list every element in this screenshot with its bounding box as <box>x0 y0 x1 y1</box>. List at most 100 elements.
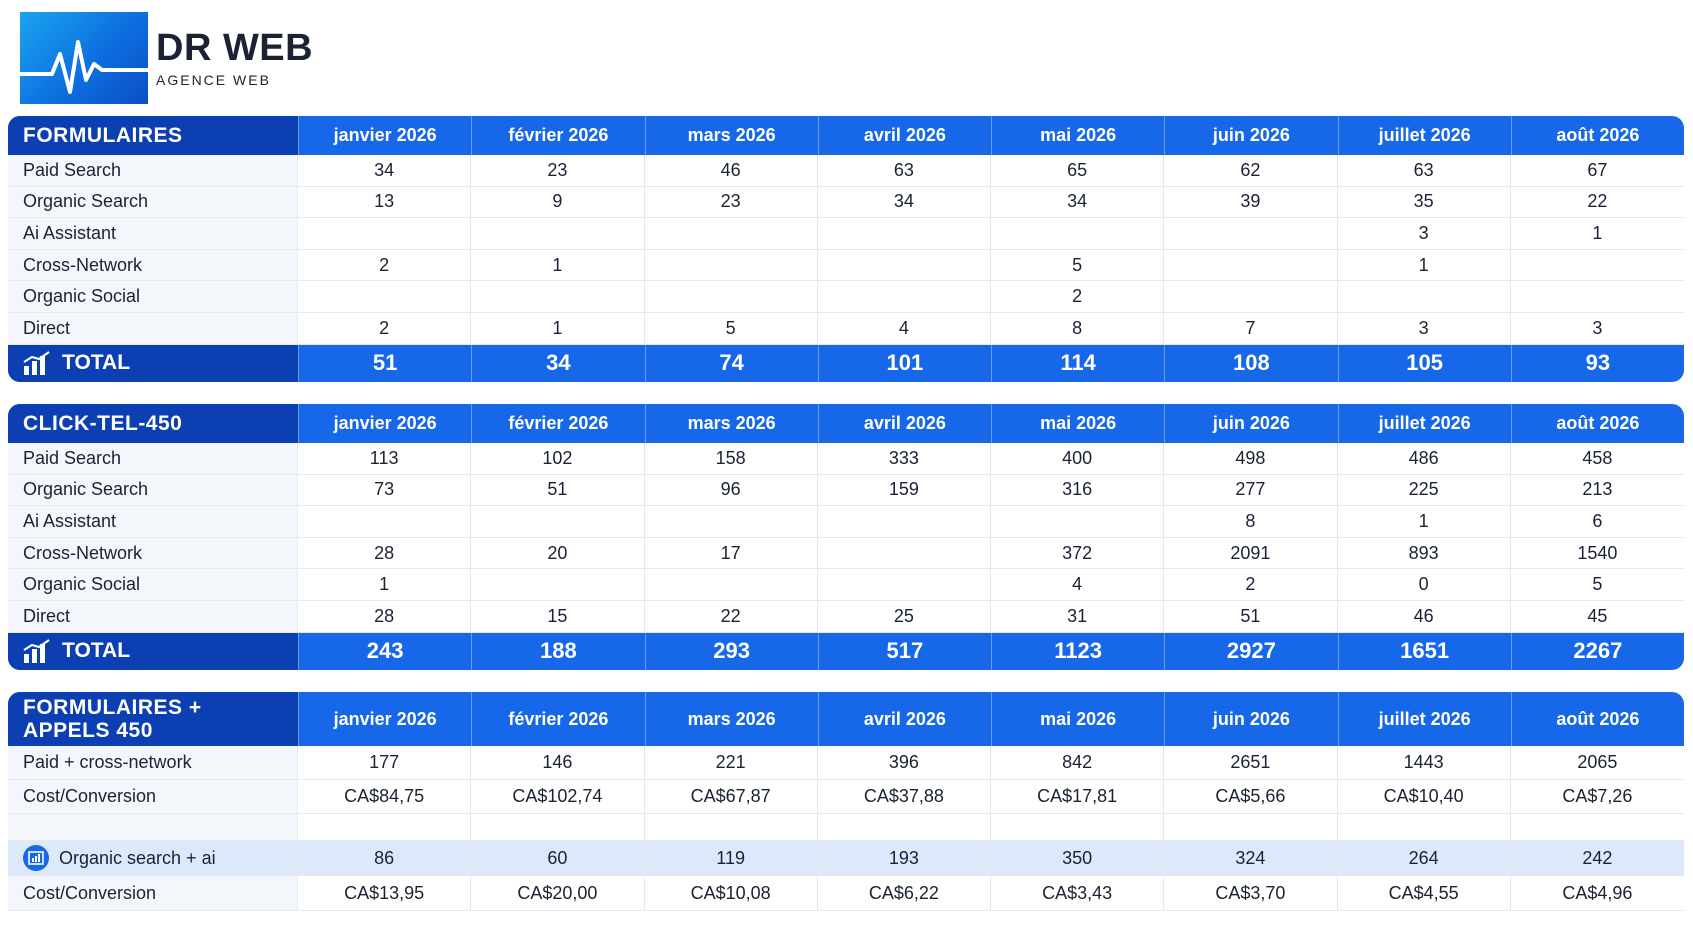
table-cell: 65 <box>991 155 1165 186</box>
month-header: avril 2026 <box>817 404 991 443</box>
table-cell: 13 <box>298 186 472 218</box>
table-cell <box>991 218 1165 249</box>
table-cell: CA$10,08 <box>645 876 818 910</box>
table-row: Paid + cross-network 177 146 221 396 842 2651 1… <box>8 746 1684 780</box>
month-header: juillet 2026 <box>1337 692 1511 746</box>
row-label: Organic Search <box>8 186 298 218</box>
table-cell: 225 <box>1338 474 1511 506</box>
circle-chart-icon <box>23 845 49 871</box>
total-label: TOTAL <box>62 351 131 375</box>
clicktel-table: CLICK-TEL-450 janvier 2026 février 2026 … <box>8 404 1684 670</box>
month-header: juin 2026 <box>1164 404 1337 443</box>
row-label: Direct <box>8 600 298 632</box>
table-cell: 34 <box>991 186 1165 218</box>
table-cell: CA$6,22 <box>818 876 991 910</box>
total-cell: 243 <box>298 632 471 670</box>
table-cell: 51 <box>471 474 645 506</box>
table-cell: 8 <box>1164 506 1338 537</box>
bar-chart-icon <box>23 639 50 664</box>
table-cell: 23 <box>471 155 645 186</box>
logo-pulse-icon <box>20 12 148 104</box>
month-header: janvier 2026 <box>298 116 471 155</box>
table-cell: 316 <box>991 474 1165 506</box>
table-cell: 2651 <box>1164 746 1338 779</box>
table-cell: 20 <box>471 537 645 569</box>
month-header: mars 2026 <box>644 116 818 155</box>
table-cell <box>818 569 991 600</box>
table-cell: 23 <box>645 186 818 218</box>
total-cell: 101 <box>817 344 991 382</box>
table-cell: 5 <box>991 249 1165 281</box>
table-cell: 1 <box>471 249 645 281</box>
month-header: juin 2026 <box>1164 692 1337 746</box>
table-cell: 67 <box>1587 159 1608 180</box>
row-label: Organic Social <box>8 281 298 312</box>
table-cell: 2 <box>298 312 472 344</box>
table-cell: 1 <box>1592 222 1603 243</box>
formulaires-header: FORMULAIRES janvier 2026 février 2026 ma… <box>8 116 1684 155</box>
table-cell: 5 <box>1592 574 1603 595</box>
table-row: Cross-Network 2 1 5 1 <box>8 249 1684 282</box>
table-cell: 4 <box>991 569 1165 600</box>
table-cell: 1 <box>471 312 645 344</box>
table-cell: 1 <box>1338 506 1511 537</box>
table-cell <box>818 218 991 249</box>
table-cell: 63 <box>1338 155 1511 186</box>
table-cell: 277 <box>1164 474 1338 506</box>
row-label: Cost/Conversion <box>8 780 298 813</box>
table-cell <box>1164 249 1338 281</box>
table-cell: 1 <box>298 569 472 600</box>
table-cell: 63 <box>818 155 991 186</box>
total-cell: 188 <box>471 632 644 670</box>
table-row: Organic search + ai 86 60 119 193 350 324 264 24… <box>8 841 1684 876</box>
month-header: juin 2026 <box>1164 116 1337 155</box>
table-cell: 177 <box>298 746 472 779</box>
table-cell <box>298 218 472 249</box>
table-cell: 17 <box>645 537 818 569</box>
table-cell <box>298 506 472 537</box>
table-cell: CA$17,81 <box>991 780 1165 813</box>
table-row: Organic Search 13 9 23 34 34 39 35 22 <box>8 186 1684 219</box>
table-row: Organic Search 73 51 96 159 316 277 225 213 <box>8 474 1684 507</box>
table-cell: CA$10,40 <box>1338 780 1511 813</box>
table-cell: 51 <box>1164 600 1338 632</box>
table-cell: 893 <box>1338 537 1511 569</box>
table-cell <box>1511 281 1684 312</box>
table-cell: 264 <box>1338 841 1511 875</box>
clicktel-title: CLICK-TEL-450 <box>8 404 298 443</box>
table-cell <box>818 249 991 281</box>
row-label: Cost/Conversion <box>8 876 298 910</box>
month-header: août 2026 <box>1510 116 1684 155</box>
table-cell: 458 <box>1582 447 1613 468</box>
table-cell: 842 <box>991 746 1165 779</box>
table-cell: CA$67,87 <box>645 780 818 813</box>
table-cell <box>298 281 472 312</box>
table-row: Cost/Conversion CA$13,95 CA$20,00 CA$10,08 C… <box>8 876 1684 911</box>
total-label: TOTAL <box>62 639 131 663</box>
row-label: Organic Social <box>8 569 298 600</box>
clicktel-header: CLICK-TEL-450 janvier 2026 février 2026 … <box>8 404 1684 443</box>
table-cell: CA$20,00 <box>471 876 645 910</box>
month-header: mars 2026 <box>644 404 818 443</box>
month-header: février 2026 <box>471 404 644 443</box>
combined-header: FORMULAIRES + APPELS 450 janvier 2026 fé… <box>8 692 1684 746</box>
table-row: Ai Assistant 8 1 6 <box>8 506 1684 538</box>
total-cell: 517 <box>817 632 991 670</box>
table-cell: CA$3,70 <box>1164 876 1338 910</box>
table-cell: CA$84,75 <box>298 780 472 813</box>
table-cell: 1 <box>1338 249 1511 281</box>
table-cell <box>818 506 991 537</box>
table-cell: 73 <box>298 474 472 506</box>
table-cell: 8 <box>991 312 1165 344</box>
table-cell: 350 <box>991 841 1165 875</box>
total-cell: 114 <box>991 344 1164 382</box>
table-cell: 193 <box>818 841 991 875</box>
table-row: Paid Search 113 102 158 333 400 498 486 458 <box>8 443 1684 475</box>
table-cell <box>818 281 991 312</box>
month-header: mai 2026 <box>991 404 1164 443</box>
table-row: Direct 2 1 5 4 8 7 3 3 <box>8 312 1684 345</box>
table-cell: 3 <box>1338 312 1511 344</box>
table-cell: 2 <box>298 249 472 281</box>
row-label: Paid Search <box>8 443 298 474</box>
table-cell: 498 <box>1164 443 1338 474</box>
